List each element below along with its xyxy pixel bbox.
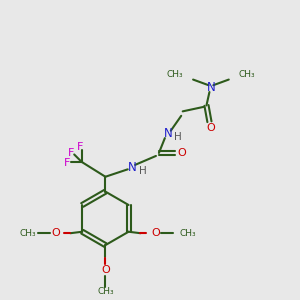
Text: CH₃: CH₃	[238, 70, 255, 79]
Text: N: N	[207, 81, 215, 94]
Text: F: F	[64, 158, 70, 168]
Text: N: N	[164, 127, 172, 140]
Text: O: O	[51, 228, 60, 238]
Text: O: O	[178, 148, 187, 158]
Text: H: H	[174, 132, 182, 142]
Text: F: F	[77, 142, 83, 152]
Text: CH₃: CH₃	[97, 287, 114, 296]
Text: CH₃: CH₃	[179, 229, 196, 238]
Text: O: O	[151, 228, 160, 238]
Text: O: O	[207, 123, 215, 133]
Text: O: O	[101, 266, 110, 275]
Text: N: N	[128, 161, 136, 174]
Text: CH₃: CH₃	[20, 229, 36, 238]
Text: H: H	[139, 166, 146, 176]
Text: F: F	[68, 148, 74, 158]
Text: CH₃: CH₃	[167, 70, 184, 79]
